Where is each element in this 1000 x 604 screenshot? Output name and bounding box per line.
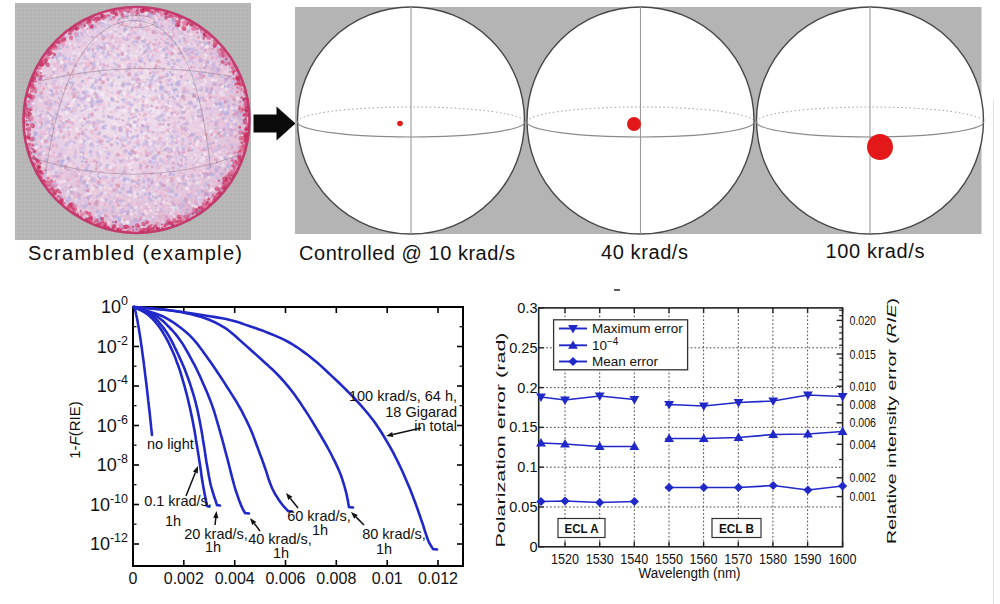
svg-text:0: 0	[529, 539, 537, 555]
svg-text:0.2: 0.2	[517, 380, 537, 396]
svg-text:Wavelength (nm): Wavelength (nm)	[639, 565, 741, 581]
svg-text:0.002: 0.002	[164, 570, 204, 587]
svg-text:1530: 1530	[586, 550, 614, 567]
svg-text:0.002: 0.002	[850, 470, 877, 485]
svg-text:1-F(RIE): 1-F(RIE)	[66, 401, 83, 459]
svg-text:Mean error: Mean error	[592, 354, 659, 369]
svg-text:0.25: 0.25	[509, 340, 537, 356]
svg-text:Relative intensity error (RIE): Relative intensity error (RIE)	[884, 298, 899, 544]
svg-text:0.020: 0.020	[850, 313, 877, 328]
svg-text:10-6: 10-6	[97, 413, 128, 436]
svg-text:0.001: 0.001	[850, 489, 877, 504]
svg-text:0.015: 0.015	[850, 347, 877, 362]
svg-text:0.008: 0.008	[850, 397, 877, 412]
svg-text:0.008: 0.008	[316, 570, 356, 587]
svg-text:1520: 1520	[551, 550, 579, 567]
svg-text:0.004: 0.004	[215, 570, 255, 587]
svg-text:10-8: 10-8	[97, 452, 128, 475]
svg-text:0.3: 0.3	[517, 300, 537, 316]
svg-text:0.1 krad/s,: 0.1 krad/s,	[144, 493, 212, 509]
svg-text:ECL B: ECL B	[719, 521, 754, 536]
svg-text:1h: 1h	[312, 522, 328, 538]
svg-text:80 krad/s,: 80 krad/s,	[362, 526, 426, 542]
svg-text:0.010: 0.010	[850, 379, 877, 394]
svg-text:100 krad/s, 64 h,: 100 krad/s, 64 h,	[349, 388, 457, 404]
svg-text:ECL A: ECL A	[565, 521, 600, 536]
svg-text:10-12: 10-12	[90, 531, 128, 554]
svg-text:1h: 1h	[273, 545, 289, 561]
svg-text:no light: no light	[147, 436, 194, 452]
svg-text:1590: 1590	[794, 550, 822, 567]
svg-text:100 krad/s: 100 krad/s	[826, 240, 925, 262]
svg-text:0.01: 0.01	[372, 570, 403, 587]
svg-text:0.15: 0.15	[509, 419, 537, 435]
svg-text:10-4: 10-4	[97, 373, 128, 396]
svg-text:40 krad/s: 40 krad/s	[601, 241, 688, 263]
svg-text:in total: in total	[414, 418, 457, 434]
svg-text:Scrambled (example): Scrambled (example)	[28, 242, 242, 264]
svg-text:10-2: 10-2	[97, 334, 128, 357]
svg-text:Maximum error: Maximum error	[592, 321, 683, 336]
svg-text:Controlled @ 10 krad/s: Controlled @ 10 krad/s	[299, 242, 515, 264]
svg-text:0: 0	[129, 570, 138, 587]
svg-text:0.1: 0.1	[517, 459, 537, 475]
svg-text:0.004: 0.004	[850, 437, 877, 452]
svg-text:1h: 1h	[165, 513, 181, 529]
svg-text:0.006: 0.006	[265, 570, 305, 587]
svg-text:0.006: 0.006	[850, 415, 877, 430]
svg-text:1h: 1h	[205, 539, 221, 555]
svg-text:0.012: 0.012	[418, 570, 458, 587]
svg-text:1580: 1580	[759, 550, 787, 567]
svg-text:10-10: 10-10	[90, 492, 128, 515]
svg-text:Polarization error (rad): Polarization error (rad)	[493, 333, 508, 548]
svg-text:100: 100	[101, 294, 128, 317]
svg-text:1600: 1600	[829, 550, 857, 567]
svg-text:0.05: 0.05	[509, 499, 537, 515]
svg-text:1h: 1h	[376, 541, 392, 557]
